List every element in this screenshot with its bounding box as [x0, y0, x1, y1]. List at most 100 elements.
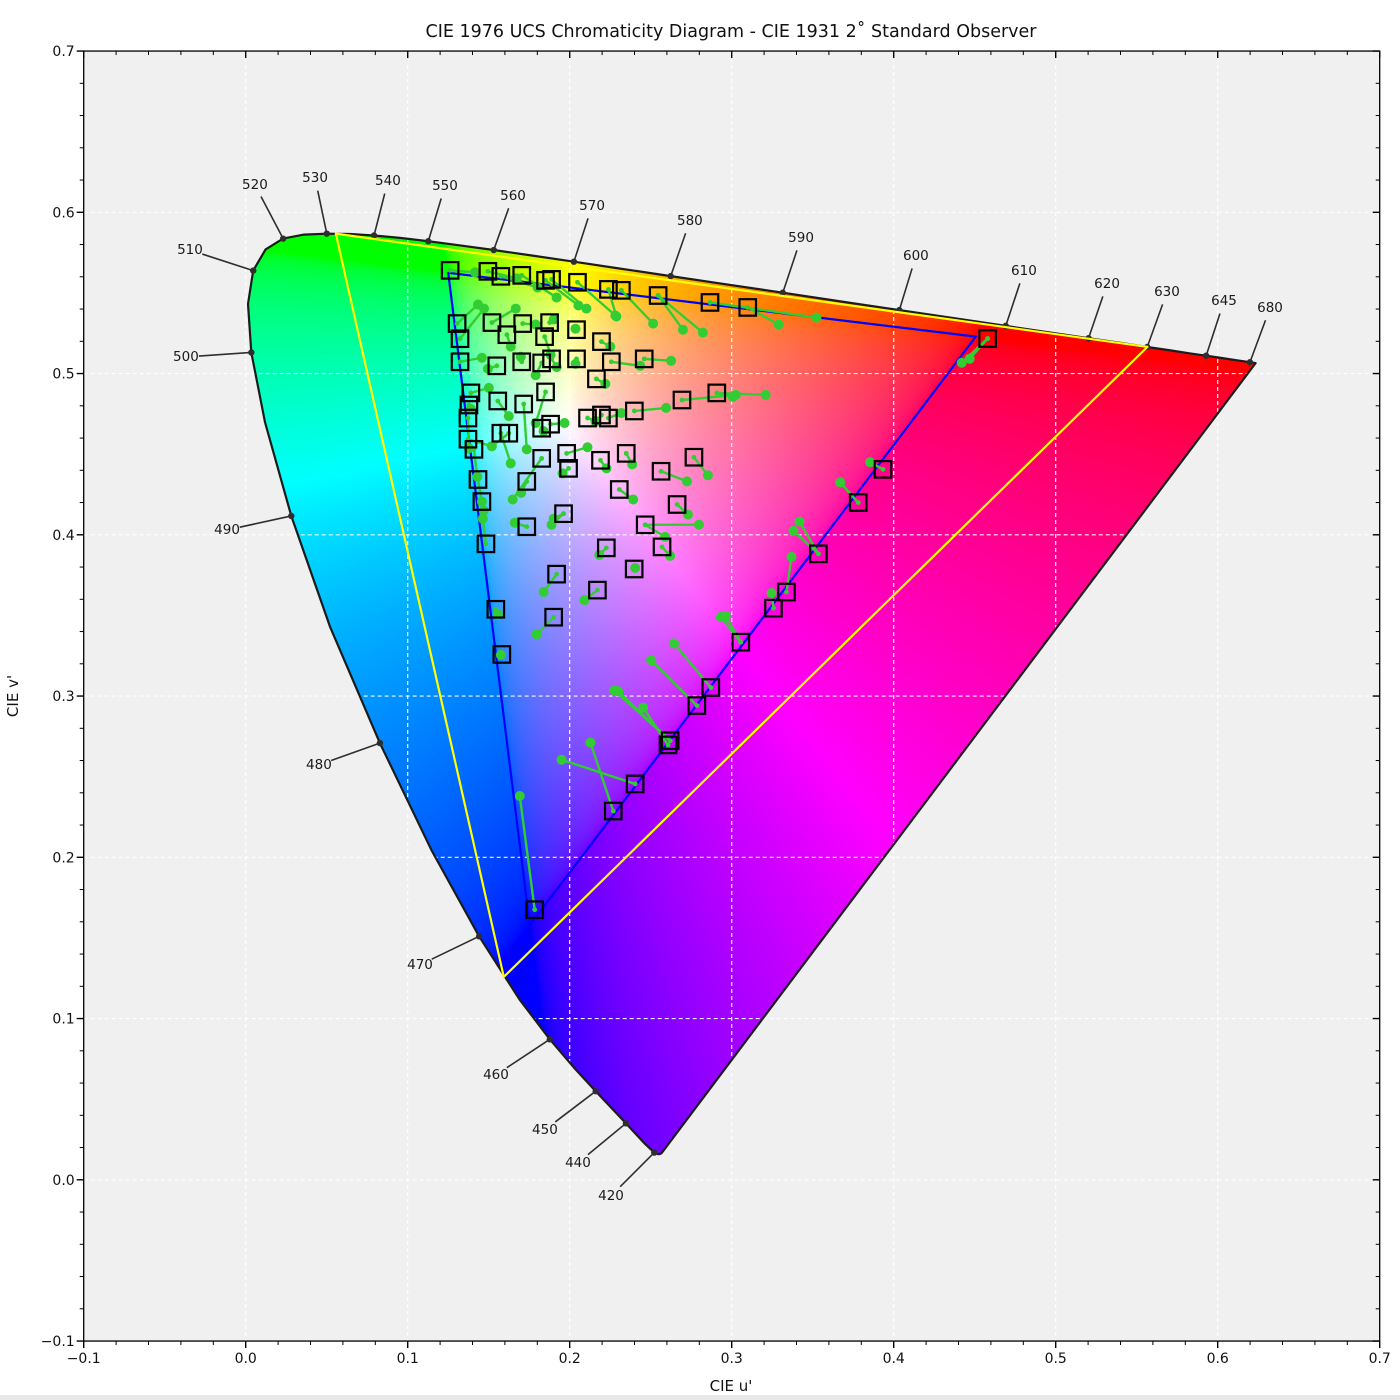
reference-square: [492, 645, 512, 664]
measured-dot: [677, 324, 688, 335]
wavelength-leader: [898, 268, 913, 311]
wavelength-leader: [1205, 313, 1221, 356]
measurement-start-dot: [519, 272, 525, 278]
measured-dot: [594, 549, 605, 560]
reference-square: [461, 383, 481, 403]
y-tick-label: 0.7: [52, 44, 74, 60]
wavelength-tick-dot: [279, 235, 287, 242]
wavelength-tick-dot: [250, 267, 257, 274]
reference-square: [635, 515, 655, 535]
measurement-start-dot: [679, 397, 685, 403]
measurement-start-dot: [532, 907, 538, 913]
measurement-line: [589, 742, 615, 812]
measurement-line: [785, 556, 793, 593]
measured-dot: [509, 517, 520, 528]
wavelength-leader: [239, 515, 292, 528]
wavelength-tick-dot: [667, 272, 674, 280]
x-tick-label: 0.0: [235, 1351, 257, 1367]
measured-dot: [530, 370, 541, 381]
reference-square: [578, 408, 597, 428]
measurement-start-dot: [641, 356, 647, 362]
reference-square: [609, 480, 629, 499]
reference-square: [554, 504, 573, 524]
measurement-line: [792, 529, 820, 555]
measurement-start-dot: [714, 390, 720, 396]
y-tick-label: 0.4: [52, 528, 74, 544]
measurement-start-dot: [489, 320, 495, 325]
measurement-start-dot: [575, 279, 580, 285]
measurement-line: [561, 758, 636, 786]
measurement-start-dot: [479, 499, 485, 504]
measured-dot: [486, 441, 497, 452]
wavelength-label: 420: [598, 1188, 624, 1204]
measurement-line: [550, 278, 588, 310]
reference-square: [651, 461, 671, 481]
measurement-start-dot: [608, 359, 614, 365]
wavelength-leader: [492, 207, 510, 251]
wavelength-label: 450: [532, 1122, 558, 1138]
measured-dot: [548, 314, 559, 325]
measured-dot: [669, 638, 680, 649]
measured-dot: [510, 303, 521, 314]
measured-dot: [661, 402, 672, 413]
measurement-start-dot: [594, 376, 599, 382]
wavelength-leader: [782, 250, 798, 293]
reference-square: [568, 272, 587, 292]
reference-square: [478, 261, 498, 281]
reference-square: [497, 325, 517, 345]
measurement-start-dot: [465, 415, 471, 421]
reference-square: [591, 450, 610, 470]
measurement-start-dot: [598, 457, 603, 463]
measurement-start-dot: [667, 738, 673, 744]
wavelength-leader: [669, 233, 687, 277]
measured-dot: [628, 494, 639, 505]
measured-dot: [503, 411, 514, 422]
reference-square: [450, 329, 470, 349]
spectral-locus-outline: [246, 232, 1257, 1156]
measured-dot: [835, 477, 846, 488]
reference-square: [532, 449, 552, 468]
measurement-line: [798, 520, 820, 555]
measured-dot: [635, 360, 646, 371]
wavelength-tick-dot: [376, 739, 384, 747]
reference-square: [476, 534, 496, 554]
y-tick-label: 0.1: [52, 1012, 74, 1028]
y-tick-label: 0.2: [52, 850, 74, 866]
reference-square: [544, 607, 564, 627]
measured-dot: [616, 408, 627, 419]
measurement-line: [620, 289, 654, 325]
measurement-start-dot: [632, 781, 638, 787]
wavelength-label: 590: [788, 230, 814, 246]
measurement-line: [724, 615, 742, 643]
x-tick-label: 0.3: [721, 1351, 743, 1367]
measured-dot: [538, 426, 549, 437]
reference-square: [464, 439, 484, 459]
wavelength-leader: [573, 218, 589, 262]
reference-square: [535, 327, 554, 346]
measurement-start-dot: [771, 605, 776, 611]
reference-square: [517, 517, 537, 537]
measured-dot: [648, 318, 659, 329]
grid-layer: [83, 50, 1381, 1342]
wavelength-leader: [587, 1122, 627, 1156]
measurement-start-dot: [539, 455, 545, 461]
reference-square: [486, 599, 506, 619]
reference-square: [625, 774, 645, 794]
measurement-start-dot: [595, 587, 600, 593]
wavelength-leader: [619, 1152, 655, 1188]
measurement-start-dot: [623, 450, 629, 456]
wavelength-tick-dot: [651, 1149, 658, 1156]
reference-square: [599, 408, 618, 428]
measurement-start-dot: [454, 321, 460, 326]
reference-square: [624, 559, 644, 579]
wavelength-label: 570: [579, 198, 605, 214]
measured-dot: [581, 303, 592, 314]
measurement-start-dot: [784, 589, 789, 595]
wavelength-label: 560: [500, 188, 526, 204]
measurement-start-dot: [599, 339, 604, 345]
wavelength-label: 610: [1011, 263, 1037, 279]
reference-square: [616, 444, 636, 463]
reference-square: [459, 395, 479, 415]
measured-dot: [531, 629, 542, 640]
wavelength-leader: [202, 253, 254, 272]
